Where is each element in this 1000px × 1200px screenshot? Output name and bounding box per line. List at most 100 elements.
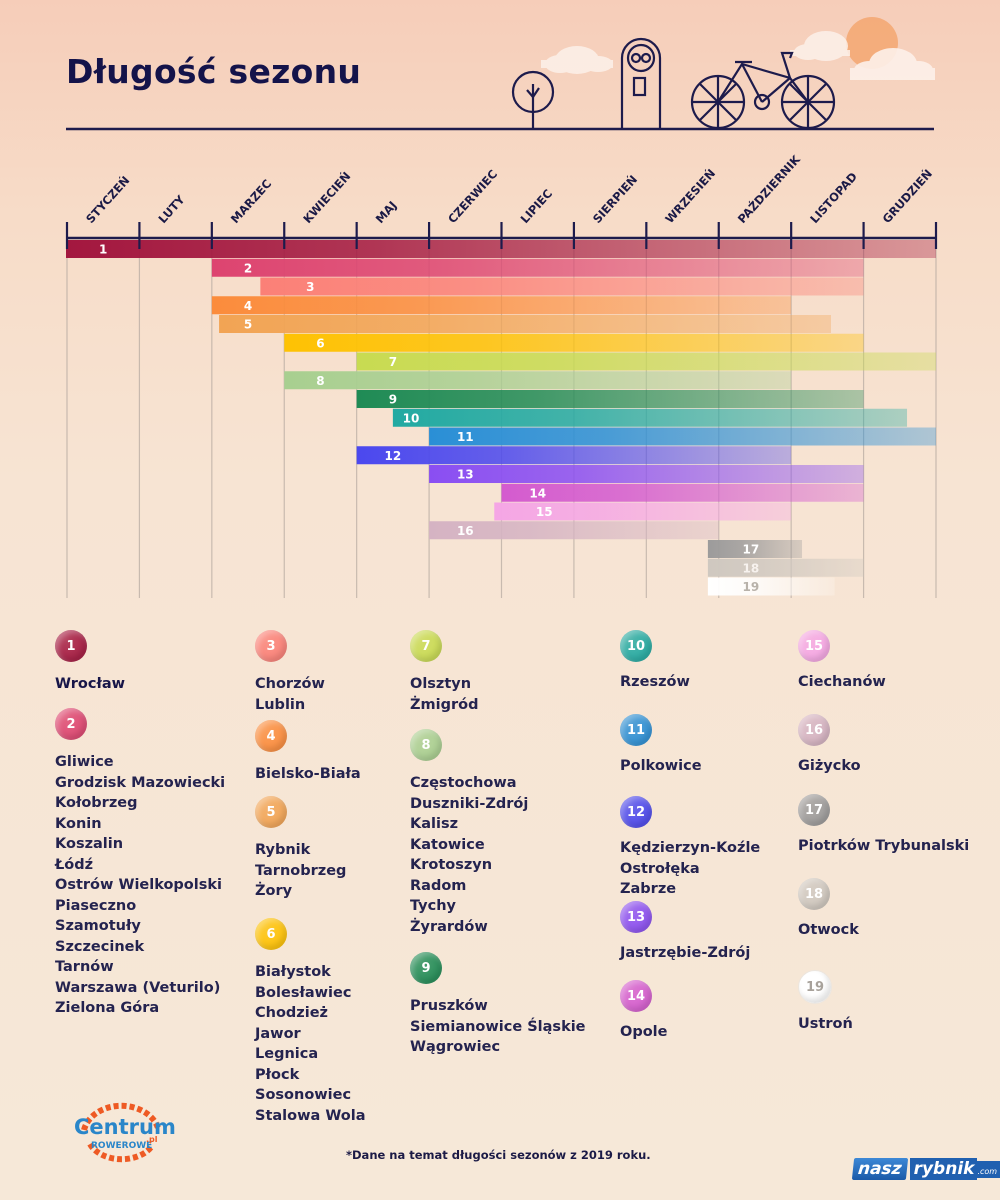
month-label: PAŹDZIERNIK (734, 151, 804, 226)
header-illustration (66, 17, 935, 131)
legend-city: Szamotuły (55, 918, 141, 934)
bar-3 (260, 277, 864, 296)
legend-badge: 10 (620, 630, 652, 662)
legend-city: Piotrków Trybunalski (798, 838, 970, 854)
bar-13 (429, 465, 864, 483)
legend-city: Bielsko-Biała (255, 766, 361, 782)
legend-city: Tarnów (55, 959, 114, 975)
legend-badge: 19 (798, 970, 832, 1004)
bar-11 (429, 427, 936, 446)
legend-city: Tychy (410, 898, 456, 914)
bar-label-9: 9 (389, 393, 397, 407)
legend-city: Legnica (255, 1046, 319, 1062)
legend-city: Jawor (255, 1025, 301, 1042)
legend-group-11: 11 Polkowice (620, 714, 702, 777)
bar-4 (211, 296, 792, 315)
centrum-rowerowe-logo: Centrum ROWEROWE .pl (66, 1100, 176, 1168)
bike-station-icon (620, 37, 662, 128)
legend-city: Duszniki-Zdrój (410, 795, 529, 812)
cloud-icon (850, 48, 935, 80)
bar-label-14: 14 (529, 486, 546, 500)
legend-city: Krotoszyn (410, 857, 493, 873)
legend-badge: 2 (55, 708, 87, 740)
legend-city: Chodzież (255, 1005, 328, 1021)
bar-label-6: 6 (316, 336, 324, 350)
legend-city: Bolesławiec (255, 984, 352, 1001)
bar-label-5: 5 (244, 318, 252, 332)
logo-rybnik-text: rybnik (909, 1158, 978, 1180)
legend-badge: 8 (410, 729, 442, 761)
legend-group-12: 12 Kędzierzyn-Koźle Ostrołęka Zabrze (620, 796, 760, 900)
logo-nasz-text: nasz (851, 1158, 908, 1180)
legend-group-7: 7 Olsztyn Żmigród (410, 630, 478, 715)
legend-badge: 9 (410, 952, 442, 984)
bar-label-12: 12 (385, 449, 402, 463)
legend-city: Ostrów Wielkopolski (55, 877, 222, 893)
bar-14 (501, 483, 864, 502)
naszrybnik-logo[interactable]: nasz rybnik .com (851, 1158, 1000, 1180)
bar-18 (707, 558, 864, 577)
gear-icon: Centrum ROWEROWE .pl (74, 1102, 176, 1163)
legend-city: Olsztyn (410, 676, 472, 692)
legend-badge: 6 (255, 918, 287, 950)
legend-city: Grodzisk Mazowiecki (55, 774, 226, 791)
bar-label-19: 19 (743, 580, 760, 594)
legend-city: Jastrzębie-Zdrój (620, 945, 751, 961)
legend-group-15: 15 Ciechanów (798, 630, 886, 693)
month-label: KWIECIEŃ (300, 168, 354, 226)
legend-city: Żory (255, 883, 293, 899)
legend-city: Warszawa (Veturilo) (55, 979, 221, 996)
legend-badge: 16 (798, 714, 830, 746)
legend-city: Żmigród (410, 696, 479, 713)
legend-city: Częstochowa (410, 775, 517, 791)
legend-badge: 13 (620, 901, 652, 933)
legend-city: Piaseczno (55, 897, 137, 914)
legend-group-19: 19 Ustroń (798, 970, 853, 1035)
month-label: MARZEC (228, 177, 274, 226)
legend-group-5: 5 Rybnik Tarnobrzeg Żory (255, 796, 346, 902)
legend-city: Konin (55, 815, 102, 832)
bar-label-4: 4 (244, 299, 252, 313)
legend-city: Szczecinek (55, 938, 145, 955)
legend-city: Gliwice (55, 754, 114, 770)
legend-city: Wągrowiec (410, 1039, 501, 1055)
legend-group-8: 8 Częstochowa Duszniki-Zdrój Kalisz Katowice… (410, 729, 528, 937)
legend-group-1: 1 Wrocław (55, 630, 125, 695)
bar-label-16: 16 (457, 524, 474, 538)
bar-10 (392, 408, 908, 427)
legend-group-17: 17 Piotrków Trybunalski (798, 794, 969, 857)
bar-8 (284, 371, 792, 390)
legend-city: Łódź (55, 856, 94, 873)
bar-label-2: 2 (244, 261, 252, 275)
legend-group-13: 13 Jastrzębie-Zdrój (620, 901, 750, 964)
month-label: GRUDZIEŃ (879, 166, 935, 226)
logo-line1: Centrum (74, 1115, 176, 1139)
legend-city: Ciechanów (798, 674, 886, 690)
logo-suffix: .pl (146, 1135, 158, 1144)
legend-city: Kołobrzeg (55, 795, 138, 811)
legend-city: Koszalin (55, 836, 124, 852)
bar-label-3: 3 (306, 280, 314, 294)
legend-badge: 3 (255, 630, 287, 662)
legend-city: Katowice (410, 836, 485, 853)
logo-line2: ROWEROWE (91, 1141, 152, 1151)
bar-label-11: 11 (457, 430, 474, 444)
legend-badge: 12 (620, 796, 652, 828)
bar-label-18: 18 (743, 561, 760, 575)
bar-15 (494, 502, 792, 521)
legend-city: Płock (255, 1066, 300, 1083)
legend-group-18: 18 Otwock (798, 878, 859, 941)
legend-city: Stalowa Wola (255, 1107, 366, 1124)
season-chart: STYCZEŃ LUTY MARZEC KWIECIEŃ MAJ CZERWIEC LIPI… (65, 151, 938, 598)
legend-city: Zielona Góra (55, 1000, 160, 1016)
month-label: LIPIEC (518, 186, 556, 226)
tree-icon (511, 70, 555, 128)
page-title: Długość sezonu (66, 52, 362, 91)
bar-9 (356, 390, 864, 408)
legend-badge: 4 (255, 720, 287, 752)
legend-city: Zabrze (620, 881, 677, 897)
month-label: STYCZEŃ (82, 173, 132, 226)
legend-badge: 1 (55, 630, 87, 662)
legend-group-16: 16 Giżycko (798, 714, 861, 777)
